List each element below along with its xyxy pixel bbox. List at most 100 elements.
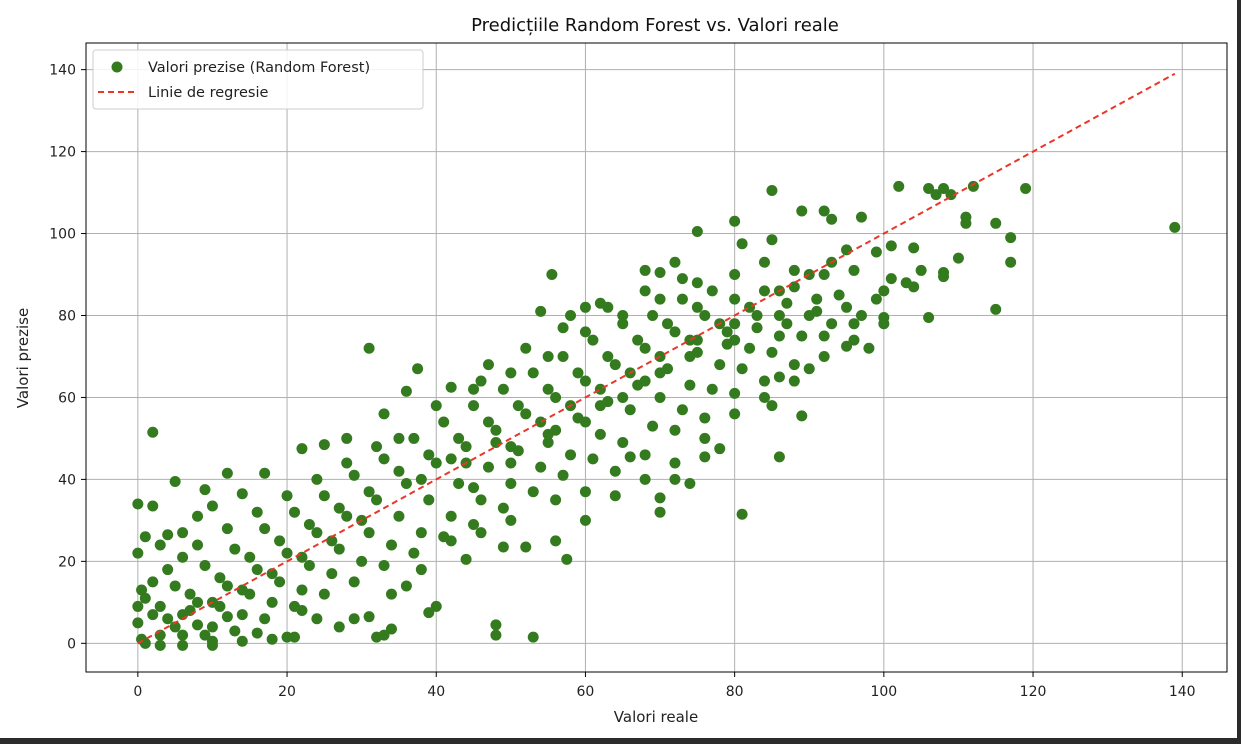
scatter-point <box>676 293 688 305</box>
x-tick-label: 40 <box>427 684 445 700</box>
scatter-point <box>318 588 330 600</box>
scatter-point <box>136 584 148 596</box>
scatter-point <box>841 244 853 256</box>
scatter-point <box>393 432 405 444</box>
scatter-point <box>326 568 338 580</box>
scatter-point <box>617 437 629 449</box>
scatter-point <box>893 180 905 192</box>
scatter-point <box>423 449 435 461</box>
scatter-point <box>542 437 554 449</box>
scatter-point <box>371 494 383 506</box>
scatter-point <box>453 432 465 444</box>
scatter-point <box>468 518 480 530</box>
scatter-point <box>139 531 151 543</box>
scatter-point <box>505 367 517 379</box>
scatter-point <box>475 375 487 387</box>
scatter-point <box>192 510 204 522</box>
scatter-point <box>546 269 558 281</box>
scatter-point <box>430 457 442 469</box>
scatter-point <box>445 453 457 465</box>
scatter-point <box>266 596 278 608</box>
x-axis-ticks: 0 20 40 60 80 100 120 140 <box>133 672 1196 700</box>
scatter-point <box>908 242 920 254</box>
scatter-point <box>139 637 151 649</box>
scatter-point <box>1020 182 1032 194</box>
scatter-point <box>400 478 412 490</box>
scatter-point <box>561 553 573 565</box>
scatter-point <box>654 492 666 504</box>
scatter-point <box>639 473 651 485</box>
scatter-point <box>744 301 756 313</box>
scatter-point <box>550 391 562 403</box>
y-tick-label: 0 <box>67 636 76 652</box>
scatter-point <box>460 441 472 453</box>
y-tick-label: 80 <box>58 308 76 324</box>
scatter-point <box>579 326 591 338</box>
scatter-point <box>520 408 532 420</box>
scatter-point <box>378 559 390 571</box>
scatter-point <box>527 367 539 379</box>
scatter-point <box>938 182 950 194</box>
scatter-point <box>654 506 666 518</box>
scatter-point <box>147 609 159 621</box>
scatter-point <box>796 410 808 422</box>
chart-title: Predicțiile Random Forest vs. Valori rea… <box>471 15 839 36</box>
scatter-point <box>348 576 360 588</box>
scatter-point <box>550 535 562 547</box>
scatter-point <box>773 309 785 321</box>
scatter-point <box>311 613 323 625</box>
scatter-point <box>706 285 718 297</box>
scatter-point <box>684 334 696 346</box>
scatter-point <box>520 541 532 553</box>
scatter-point <box>281 547 293 559</box>
scatter-point <box>162 564 174 576</box>
scatter-point <box>438 416 450 428</box>
scatter-point <box>870 246 882 258</box>
scatter-point <box>281 631 293 643</box>
scatter-point <box>400 580 412 592</box>
scatter-point <box>550 494 562 506</box>
scatter-point <box>729 318 741 330</box>
scatter-point <box>363 611 375 623</box>
scatter-point <box>960 217 972 229</box>
scatter-point <box>251 627 263 639</box>
scatter-point <box>602 350 614 362</box>
scatter-point <box>990 303 1002 315</box>
scatter-point <box>468 400 480 412</box>
scatter-point <box>415 527 427 539</box>
scatter-point <box>162 613 174 625</box>
scatter-point <box>639 375 651 387</box>
scatter-point <box>639 285 651 297</box>
scatter-point <box>669 424 681 436</box>
x-tick-label: 20 <box>278 684 296 700</box>
scatter-point <box>385 623 397 635</box>
scatter-point <box>751 309 763 321</box>
scatter-point <box>311 473 323 485</box>
scatter-point <box>826 213 838 225</box>
scatter-point <box>669 326 681 338</box>
scatter-point <box>699 451 711 463</box>
scatter-point <box>617 309 629 321</box>
scatter-point <box>721 326 733 338</box>
y-tick-label: 60 <box>58 390 76 406</box>
scatter-point <box>408 547 420 559</box>
scatter-point <box>848 318 860 330</box>
scatter-point <box>729 215 741 227</box>
scatter-point <box>378 453 390 465</box>
scatter-point <box>855 211 867 223</box>
scatter-point <box>535 305 547 317</box>
scatter-point <box>579 416 591 428</box>
scatter-point <box>206 621 218 633</box>
scatter-point <box>699 309 711 321</box>
scatter-point <box>736 363 748 375</box>
scatter-point <box>430 400 442 412</box>
scatter-point <box>587 453 599 465</box>
scatter-point <box>378 408 390 420</box>
scatter-point <box>341 510 353 522</box>
scatter-point <box>632 334 644 346</box>
scatter-point <box>624 404 636 416</box>
scatter-point <box>497 383 509 395</box>
scatter-point <box>803 269 815 281</box>
scatter-point <box>333 621 345 633</box>
scatter-point <box>609 359 621 371</box>
